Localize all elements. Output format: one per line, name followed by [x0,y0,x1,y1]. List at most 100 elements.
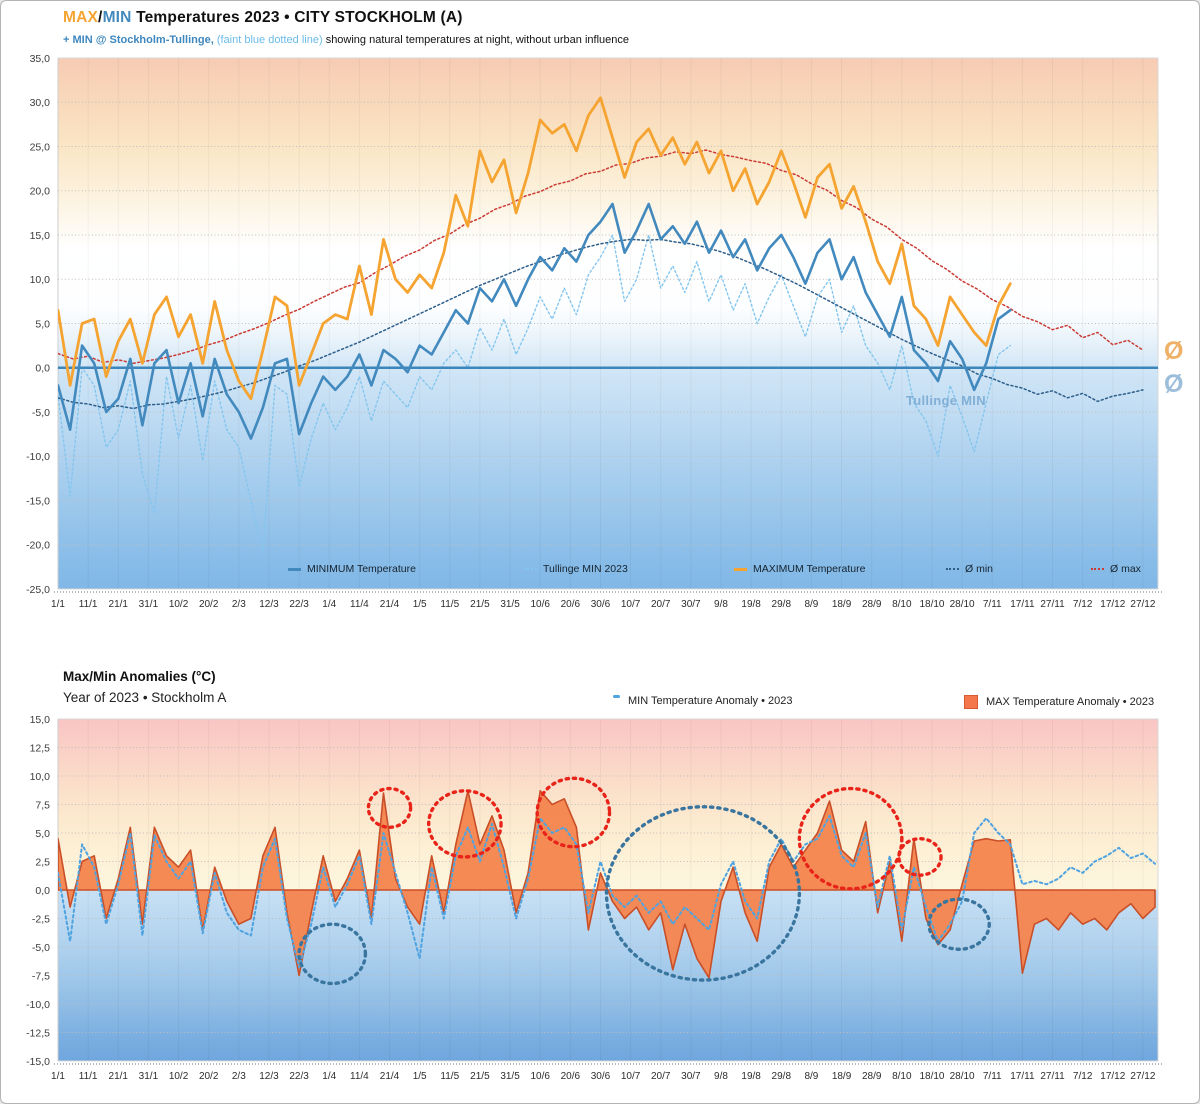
x-tick-label: 1/5 [413,599,427,610]
red-dotted-circle-annotation [897,837,943,877]
x-tick-label: 20/6 [561,599,581,610]
x-tick-label: 10/6 [530,1071,550,1082]
x-tick-label: 31/5 [500,1071,520,1082]
x-tick-label: 22/3 [289,599,309,610]
x-tick-label: 28/10 [950,1071,975,1082]
x-tick-label: 12/3 [259,599,279,610]
x-tick-label: 18/9 [832,599,852,610]
blue-dotted-circle-annotation [927,897,991,951]
x-tick-label: 21/5 [470,1071,490,1082]
legend-item-min-temperature-anomaly-2023: MIN Temperature Anomaly • 2023 [613,695,792,707]
anomaly-chart: -15,0 -12,5 -10,0 -7,5 -5,0 -2,5 0,0 2,5 5,0 7,5 1… [26,714,1162,1082]
x-tick-label: 9/8 [714,599,728,610]
x-tick-label: 20/6 [561,1071,581,1082]
x-tick-label: 19/8 [741,599,761,610]
series-max-anomaly-area [58,790,1156,979]
x-tick-label: 8/10 [892,1071,912,1082]
x-tick-label: 18/10 [919,1071,944,1082]
x-tick-label: 21/1 [109,599,129,610]
legend-label: MINIMUM Temperature [307,563,416,575]
legend-marker [946,568,959,570]
y-tick-label: 15,0 [30,230,51,242]
chart2-subtitle: Year of 2023 • Stockholm A [63,690,227,705]
max-min-temperature-chart: -25,0 -20,0 -15,0 -10,0 -5,0 0,0 5,0 10,0 15,0 20… [26,53,1162,610]
y-tick-label: 35,0 [30,53,51,65]
x-tick-label: 1/1 [51,599,65,610]
x-tick-label: 11/1 [79,1071,98,1082]
series-minimum-temperature [58,202,1012,440]
y-tick-label: 10,0 [30,274,51,286]
tullinge-min-inline-label: Tullinge MIN [906,393,986,408]
y-tick-label: 5,0 [35,828,50,840]
x-tick-label: 10/6 [530,599,550,610]
x-tick-label: 20/2 [199,599,219,610]
legend-item-tullinge-min-2023: Tullinge MIN 2023 [524,563,628,575]
y-tick-label: -12,5 [26,1027,50,1039]
y-tick-label: 20,0 [30,186,51,198]
avg-min-badge: Ø [1164,370,1184,398]
x-tick-label: 8/9 [804,599,818,610]
x-tick-label: 17/12 [1100,1071,1125,1082]
x-tick-label: 2/3 [232,1071,246,1082]
legend-label: MIN Temperature Anomaly • 2023 [628,695,793,707]
x-tick-label: 21/4 [380,1071,400,1082]
x-tick-label: 21/1 [109,1071,129,1082]
x-tick-label: 7/11 [983,599,1002,610]
y-tick-label: -15,0 [26,1056,50,1068]
chart1-subtitle-hint: (faint blue dotted line) [213,34,326,46]
red-dotted-circle-annotation [426,789,503,859]
x-tick-label: 30/7 [681,599,701,610]
x-tick-label: 18/9 [832,1071,852,1082]
x-tick-label: 20/2 [199,1071,219,1082]
x-tick-label: 11/1 [79,599,98,610]
y-tick-label: -5,0 [32,942,50,954]
y-tick-label: 10,0 [30,771,51,783]
x-tick-label: 30/7 [681,1071,701,1082]
avg-max-badge: Ø [1164,337,1184,365]
y-tick-label: -10,0 [26,451,50,463]
series--max [58,149,1144,365]
y-tick-label: 12,5 [30,742,51,754]
y-tick-label: -15,0 [26,495,50,507]
x-tick-label: 1/4 [322,1071,336,1082]
x-tick-label: 27/12 [1130,599,1155,610]
x-tick-label: 1/1 [51,1071,65,1082]
x-tick-label: 30/6 [591,599,611,610]
x-tick-label: 19/8 [741,1071,761,1082]
legend-label: Ø max [1110,563,1141,575]
chart1-title-min: MIN [102,9,132,26]
x-tick-label: 2/3 [232,599,246,610]
x-tick-label: 17/11 [1010,599,1035,610]
legend-marker [524,568,537,570]
x-tick-label: 27/12 [1130,1071,1155,1082]
legend-item-maximum-temperature: MAXIMUM Temperature [734,563,865,575]
red-dotted-circle-annotation [797,786,904,891]
x-tick-label: 7/11 [983,1071,1002,1082]
legend-item--min: Ø min [946,563,993,575]
x-tick-label: 8/9 [804,1071,818,1082]
x-tick-label: 7/12 [1073,599,1093,610]
x-tick-label: 31/5 [500,599,520,610]
y-tick-label: -25,0 [26,584,50,596]
x-tick-label: 11/5 [440,1071,459,1082]
x-tick-label: 7/12 [1073,1071,1093,1082]
x-tick-label: 27/11 [1040,1071,1065,1082]
legend-item-minimum-temperature: MINIMUM Temperature [288,563,416,575]
chart1-subtitle-rest: showing natural temperatures at night, w… [325,34,629,46]
x-tick-label: 10/7 [621,1071,641,1082]
y-tick-label: -20,0 [26,540,50,552]
x-tick-label: 8/10 [892,599,912,610]
y-tick-label: 5,0 [35,318,50,330]
y-tick-label: -2,5 [32,913,50,925]
x-tick-label: 10/2 [169,599,189,610]
x-tick-label: 30/6 [591,1071,611,1082]
x-tick-label: 10/7 [621,599,641,610]
x-tick-label: 12/3 [259,1071,279,1082]
red-dotted-circle-annotation [366,786,413,829]
chart1-title-rest: Temperatures 2023 • CITY STOCKHOLM (A) [131,9,463,26]
chart1-title-slash: / [98,9,103,26]
blue-dash-legend-marker [613,695,620,698]
y-tick-label: 2,5 [35,856,50,868]
